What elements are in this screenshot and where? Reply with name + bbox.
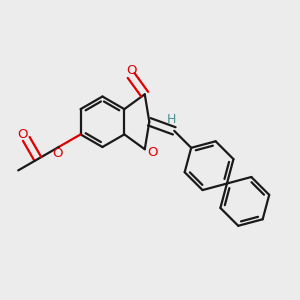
Text: O: O [52,147,62,160]
Text: O: O [147,146,158,159]
Text: H: H [167,113,176,126]
Text: O: O [126,64,137,77]
Text: O: O [17,128,28,141]
